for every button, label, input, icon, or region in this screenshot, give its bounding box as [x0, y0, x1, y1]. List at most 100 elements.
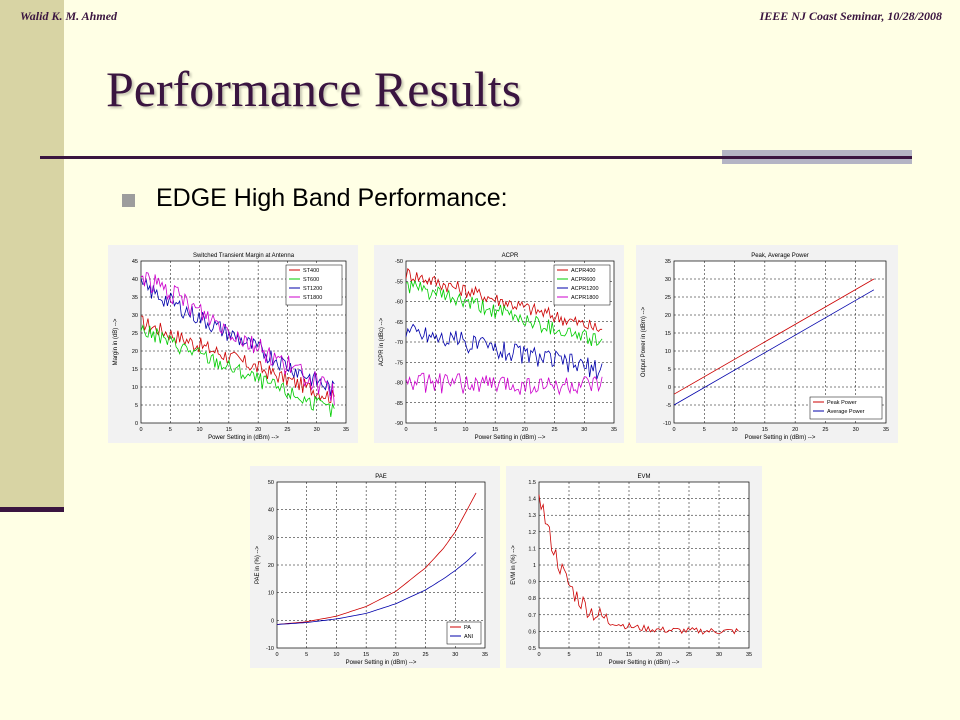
y-tick-label: -10	[266, 646, 274, 652]
series-line	[140, 324, 335, 417]
x-tick-label: 35	[746, 652, 752, 658]
series-line	[673, 278, 875, 395]
y-tick-label: 0	[668, 385, 671, 391]
legend-label: Average Power	[827, 409, 865, 415]
y-tick-label: 40	[268, 508, 274, 514]
x-axis-label: Power Setting in (dBm) -->	[208, 435, 279, 441]
y-tick-label: 1.5	[528, 480, 536, 486]
y-tick-label: 1.2	[528, 530, 536, 536]
x-tick-label: 35	[482, 652, 488, 658]
y-axis-label: ACPR in (dBc) -->	[379, 317, 385, 366]
legend: PA ANI	[446, 621, 482, 645]
y-tick-label: 30	[132, 313, 138, 319]
series-line	[538, 494, 739, 635]
y-tick-label: 5	[668, 367, 671, 373]
y-tick-label: 45	[132, 259, 138, 265]
y-axis-label: Output Power in (dBm) -->	[641, 306, 647, 377]
y-tick-label: 5	[135, 403, 138, 409]
legend-label: ACPR1200	[571, 286, 599, 292]
y-tick-label: 20	[132, 349, 138, 355]
slide-title: Performance Results	[106, 61, 522, 117]
x-tick-label: 20	[656, 652, 662, 658]
bullet-square-icon	[122, 194, 135, 207]
legend-label: ANI	[464, 634, 474, 640]
y-tick-label: 0.8	[528, 596, 536, 602]
chart-switched-transient-margin: 0 5 10 15 20 25 30 35 0 5 10 15 20 25 30 35 40 45 Switched…	[108, 245, 358, 443]
title-underline-overlay	[722, 156, 912, 159]
y-tick-label: 10	[132, 385, 138, 391]
x-tick-label: 25	[423, 652, 429, 658]
x-tick-label: 20	[522, 427, 528, 433]
x-tick-label: 15	[226, 427, 232, 433]
y-tick-label: 35	[132, 295, 138, 301]
y-tick-label: -10	[663, 421, 671, 427]
y-tick-label: 35	[665, 259, 671, 265]
legend-label: ST1200	[303, 286, 322, 292]
y-tick-label: 30	[268, 535, 274, 541]
y-tick-label: -65	[395, 320, 403, 326]
y-tick-label: 1.1	[528, 546, 536, 552]
x-tick-label: 25	[686, 652, 692, 658]
x-tick-label: 0	[275, 652, 278, 658]
series-line	[276, 492, 477, 625]
chart-title: Switched Transient Margin at Antenna	[193, 253, 295, 259]
x-axis-label: Power Setting in (dBm) -->	[609, 660, 680, 666]
x-tick-label: 5	[305, 652, 308, 658]
chart-acpr: 0 5 10 15 20 25 30 35 -90 -85 -80 -75 -70 -65 -60 -55 -5…	[374, 245, 624, 443]
y-tick-label: 1	[533, 563, 536, 569]
legend: Peak Power Average Power	[809, 396, 883, 420]
y-tick-label: -75	[395, 360, 403, 366]
y-tick-label: 0.7	[528, 613, 536, 619]
x-tick-label: 15	[626, 652, 632, 658]
y-tick-label: 1.3	[528, 513, 536, 519]
header-seminar: IEEE NJ Coast Seminar, 10/28/2008	[759, 9, 942, 23]
x-axis-label: Power Setting in (dBm) -->	[475, 435, 546, 441]
x-tick-label: 0	[404, 427, 407, 433]
series-line	[276, 552, 477, 625]
y-tick-label: -60	[395, 300, 403, 306]
x-tick-label: 25	[822, 427, 828, 433]
x-tick-label: 30	[452, 652, 458, 658]
legend-box	[285, 264, 343, 306]
y-tick-label: 20	[665, 313, 671, 319]
plot-area	[673, 260, 887, 424]
y-tick-label: 50	[268, 480, 274, 486]
y-tick-label: 10	[665, 349, 671, 355]
y-tick-label: -70	[395, 340, 403, 346]
x-tick-label: 10	[462, 427, 468, 433]
x-tick-label: 20	[792, 427, 798, 433]
y-tick-label: 0.5	[528, 646, 536, 652]
chart-evm: 0 5 10 15 20 25 30 35 0.5 0.6 0.7 0.8 0.9 1 1.1 1.2 1.3 1…	[506, 466, 762, 668]
x-tick-label: 20	[255, 427, 261, 433]
legend-label: ACPR600	[571, 277, 595, 283]
x-tick-label: 15	[363, 652, 369, 658]
x-tick-label: 20	[393, 652, 399, 658]
y-tick-label: -90	[395, 421, 403, 427]
x-tick-label: 35	[611, 427, 617, 433]
y-tick-label: -5	[666, 403, 671, 409]
left-sidebar-bar	[0, 0, 64, 512]
x-tick-label: 30	[314, 427, 320, 433]
x-tick-label: 5	[567, 652, 570, 658]
series-line	[405, 279, 603, 347]
series-line	[405, 267, 603, 332]
x-axis-label: Power Setting in (dBm) -->	[346, 660, 417, 666]
y-tick-label: 15	[132, 367, 138, 373]
sidebar-accent-edge	[0, 507, 64, 512]
chart-title: EVM	[637, 474, 650, 480]
x-tick-label: 15	[762, 427, 768, 433]
legend-label: PA	[464, 625, 471, 631]
y-tick-label: 1.4	[528, 497, 536, 503]
x-tick-label: 35	[883, 427, 889, 433]
header-author: Walid K. M. Ahmed	[20, 9, 118, 23]
y-tick-label: 25	[132, 331, 138, 337]
chart-peak-average-power: 0 5 10 15 20 25 30 35 -10 -5 0 5 10 15 20 25 30 35 Peak, A…	[636, 245, 898, 443]
x-tick-label: 5	[434, 427, 437, 433]
chart-title: ACPR	[502, 253, 519, 259]
series-line	[405, 372, 603, 396]
x-tick-label: 30	[853, 427, 859, 433]
x-tick-label: 35	[343, 427, 349, 433]
x-axis-label: Power Setting in (dBm) -->	[745, 435, 816, 441]
y-tick-label: 20	[268, 563, 274, 569]
